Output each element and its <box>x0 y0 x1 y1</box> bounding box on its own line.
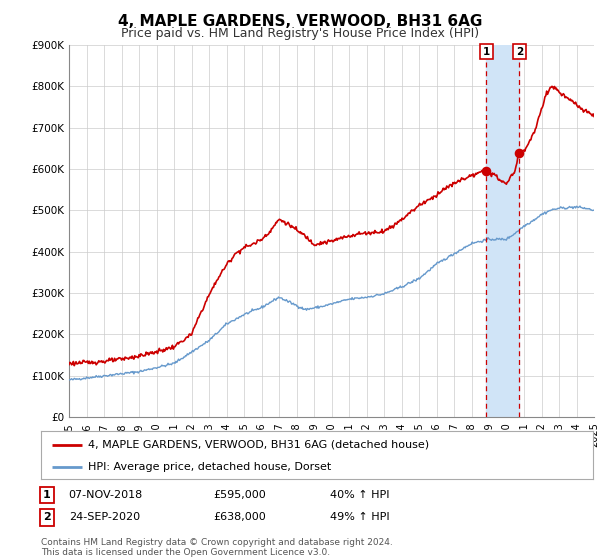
Text: 4, MAPLE GARDENS, VERWOOD, BH31 6AG: 4, MAPLE GARDENS, VERWOOD, BH31 6AG <box>118 14 482 29</box>
Point <box>514 149 524 158</box>
Text: 4, MAPLE GARDENS, VERWOOD, BH31 6AG (detached house): 4, MAPLE GARDENS, VERWOOD, BH31 6AG (det… <box>88 440 429 450</box>
Text: 2: 2 <box>43 512 50 522</box>
Text: Price paid vs. HM Land Registry's House Price Index (HPI): Price paid vs. HM Land Registry's House … <box>121 27 479 40</box>
Point <box>482 166 491 175</box>
Bar <box>487 45 519 417</box>
Text: HPI: Average price, detached house, Dorset: HPI: Average price, detached house, Dors… <box>88 462 331 472</box>
Text: 24-SEP-2020: 24-SEP-2020 <box>70 512 140 522</box>
Text: 1: 1 <box>43 490 50 500</box>
Text: Contains HM Land Registry data © Crown copyright and database right 2024.
This d: Contains HM Land Registry data © Crown c… <box>41 538 392 557</box>
Text: 07-NOV-2018: 07-NOV-2018 <box>68 490 142 500</box>
Text: £638,000: £638,000 <box>214 512 266 522</box>
Text: 49% ↑ HPI: 49% ↑ HPI <box>330 512 390 522</box>
Text: 1: 1 <box>483 47 490 57</box>
Text: 40% ↑ HPI: 40% ↑ HPI <box>330 490 390 500</box>
Text: 2: 2 <box>515 47 523 57</box>
Text: £595,000: £595,000 <box>214 490 266 500</box>
